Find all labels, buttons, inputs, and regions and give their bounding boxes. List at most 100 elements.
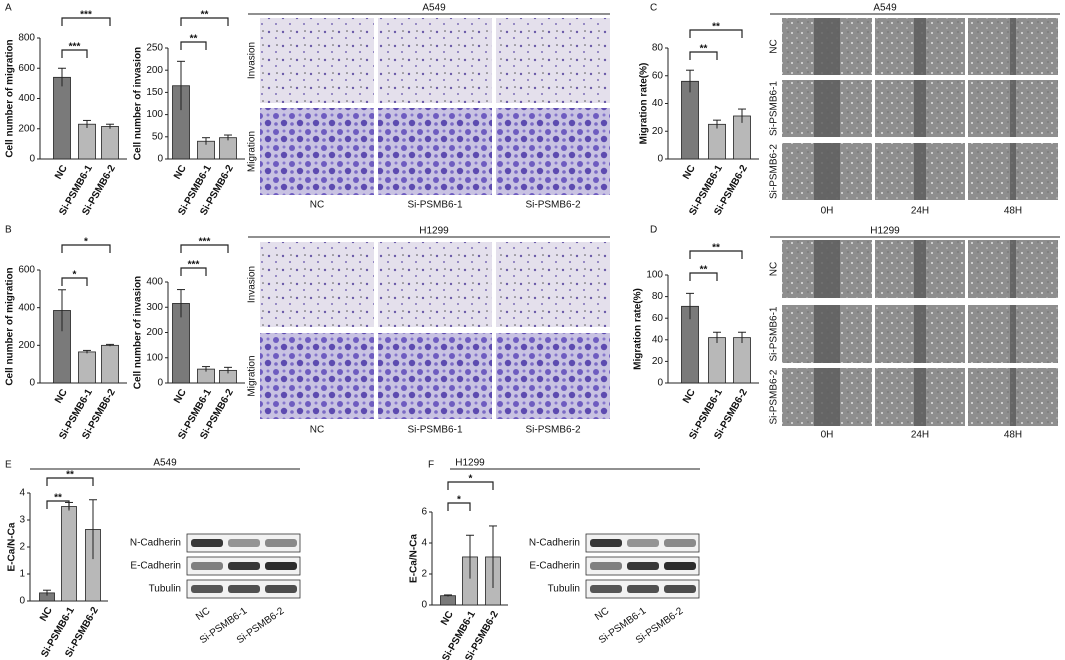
y-tick-label: 300	[146, 302, 163, 313]
significance-label: **	[201, 10, 209, 21]
significance-label: **	[66, 470, 74, 481]
blot-band	[627, 539, 659, 547]
wound-gap	[814, 305, 840, 363]
significance-bracket	[180, 267, 207, 276]
significance-bracket	[61, 49, 88, 58]
micrograph	[260, 108, 374, 195]
y-tick-label: 40	[652, 334, 664, 345]
column-label: Si-PSMB6-1	[407, 200, 462, 211]
y-tick-label: 0	[157, 154, 163, 165]
wound-gap	[914, 240, 926, 298]
y-axis-label: Cell number of invasion	[133, 47, 144, 160]
y-tick-label: 250	[146, 43, 163, 54]
bar	[733, 337, 751, 384]
micrograph	[378, 108, 492, 195]
column-label: 24H	[911, 206, 929, 217]
column-label: 48H	[1004, 206, 1022, 217]
blot-band	[664, 585, 696, 593]
row-label: N-Cadherin	[130, 538, 181, 549]
micrograph	[378, 18, 492, 103]
row-label: E-Cadherin	[529, 561, 580, 572]
significance-bracket	[180, 244, 229, 253]
wound-gap	[1010, 368, 1016, 426]
y-tick-label: 0	[657, 378, 663, 389]
significance-label: **	[54, 493, 62, 504]
y-tick-label: 20	[652, 126, 664, 137]
blot-frame	[585, 533, 700, 553]
bar	[219, 137, 237, 160]
y-tick-label: 6	[421, 507, 427, 518]
significance-bracket	[180, 17, 229, 26]
y-tick-label: 400	[18, 302, 35, 313]
y-tick-label: 200	[18, 340, 35, 351]
blot-band	[191, 562, 223, 570]
wound-gap	[814, 240, 840, 298]
wound-gap	[1010, 240, 1016, 298]
y-tick-label: 2	[19, 542, 25, 553]
column-label: 0H	[821, 430, 834, 441]
bar	[681, 80, 699, 160]
row-label: N-Cadherin	[529, 538, 580, 549]
y-tick-label: 600	[18, 265, 35, 276]
bar	[101, 344, 119, 384]
y-tick-label: 0	[29, 378, 35, 389]
column-label: Si-PSMB6-1	[407, 425, 462, 436]
row-label: Invasion	[247, 266, 258, 303]
bar	[708, 337, 726, 384]
y-tick-label: 4	[421, 538, 427, 549]
micrograph	[496, 108, 610, 195]
y-tick-label: 60	[652, 313, 664, 324]
row-label: Si-PSMB6-2	[769, 369, 780, 424]
blot-band	[228, 539, 260, 547]
row-label: Migration	[247, 355, 258, 396]
y-tick-label: 0	[157, 378, 163, 389]
micrograph	[378, 242, 492, 327]
significance-label: **	[190, 34, 198, 45]
significance-label: **	[712, 243, 720, 254]
wound-gap	[1010, 143, 1016, 200]
blot-band	[590, 539, 622, 547]
significance-label: **	[700, 265, 708, 276]
wound-gap	[914, 305, 926, 363]
y-tick-label: 40	[652, 98, 664, 109]
micrograph	[260, 18, 374, 103]
y-tick-label: 3	[19, 515, 25, 526]
y-tick-label: 200	[146, 327, 163, 338]
row-label: Tubulin	[548, 584, 580, 595]
section-title: A549	[422, 3, 446, 14]
x-tick-label: NC	[53, 387, 70, 405]
blot-band	[265, 585, 297, 593]
blot-band	[228, 562, 260, 570]
blot-band	[590, 562, 622, 570]
y-tick-label: 0	[421, 600, 427, 611]
significance-bracket	[689, 29, 743, 38]
section-title: A549	[873, 3, 897, 14]
panel-letter: C	[650, 3, 657, 14]
micrograph	[496, 18, 610, 103]
section-title: H1299	[419, 226, 449, 237]
y-tick-label: 4	[19, 488, 25, 499]
significance-label: **	[700, 44, 708, 55]
y-tick-label: 400	[146, 277, 163, 288]
bar	[53, 76, 71, 160]
y-tick-label: 100	[146, 352, 163, 363]
significance-bracket	[46, 500, 70, 509]
significance-bracket	[447, 481, 494, 490]
x-tick-label: NC	[439, 609, 456, 627]
micrograph	[496, 333, 610, 419]
y-tick-label: 200	[18, 123, 35, 134]
row-label: Si-PSMB6-1	[769, 306, 780, 361]
y-axis-label: Cell number of migration	[5, 267, 16, 385]
wound-gap	[1010, 80, 1016, 137]
y-tick-label: 100	[146, 109, 163, 120]
row-label: NC	[769, 262, 780, 276]
bar	[78, 123, 96, 160]
significance-bracket	[689, 51, 718, 60]
row-label: E-Cadherin	[130, 561, 181, 572]
panel-letter: F	[428, 460, 434, 471]
y-tick-label: 0	[29, 154, 35, 165]
wound-gap	[814, 368, 840, 426]
y-tick-label: 50	[152, 131, 164, 142]
y-tick-label: 60	[652, 70, 664, 81]
